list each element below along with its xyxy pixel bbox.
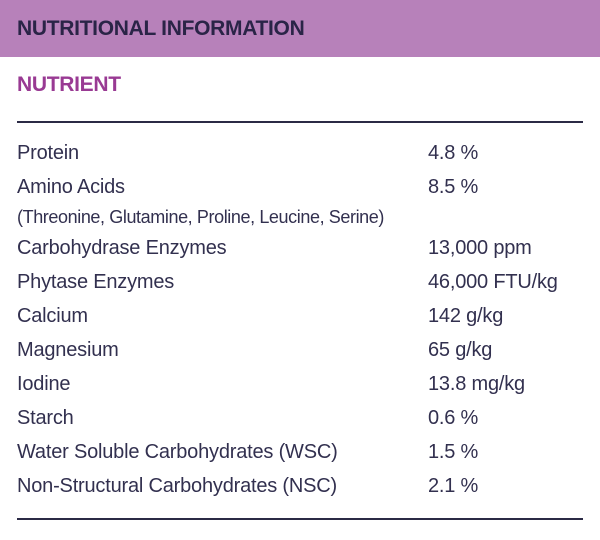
nutrient-value: 13.8 mg/kg [428,372,525,395]
table-row: Phytase Enzymes 46,000 FTU/kg [17,265,583,299]
table-row: Water Soluble Carbohydrates (WSC) 1.5 % [17,435,583,469]
nutrient-sublabel: (Threonine, Glutamine, Proline, Leucine,… [17,206,385,227]
table-row: Starch 0.6 % [17,401,583,435]
nutrient-label: Calcium [17,304,88,327]
nutrient-label: Iodine [17,372,71,395]
panel-header-bar: NUTRITIONAL INFORMATION [0,0,600,57]
panel-title: NUTRITIONAL INFORMATION [17,16,305,40]
table-row: Iodine 13.8 mg/kg [17,367,583,401]
divider-bottom [17,517,583,520]
nutrient-value: 65 g/kg [428,338,493,361]
nutrient-value: 4.8 % [428,141,479,164]
nutrient-value: 142 g/kg [428,304,504,327]
nutrient-label: Starch [17,406,74,429]
nutrient-label: Protein [17,141,79,164]
panel-content: NUTRIENT Protein 4.8 % Amino Acids (Thre… [0,73,600,520]
nutrient-table: Protein 4.8 % Amino Acids (Threonine, Gl… [17,136,583,503]
nutrient-value: 8.5 % [428,175,479,198]
nutrient-value: 0.6 % [428,406,479,429]
nutrient-label: Magnesium [17,338,119,361]
nutrient-value: 13,000 ppm [428,236,532,259]
nutrient-label: Non-Structural Carbohydrates (NSC) [17,474,337,497]
nutrient-value: 46,000 FTU/kg [428,270,558,293]
table-row: Calcium 142 g/kg [17,299,583,333]
nutrient-label: Water Soluble Carbohydrates (WSC) [17,440,338,463]
table-row: Magnesium 65 g/kg [17,333,583,367]
table-row: Amino Acids (Threonine, Glutamine, Proli… [17,170,583,231]
nutrient-value: 2.1 % [428,474,479,497]
nutrient-label: Amino Acids [17,175,125,198]
nutrient-value: 1.5 % [428,440,479,463]
table-row: Protein 4.8 % [17,136,583,170]
table-row: Carbohydrase Enzymes 13,000 ppm [17,231,583,265]
divider-top [17,121,583,123]
nutrient-label: Carbohydrase Enzymes [17,236,227,259]
nutrient-label: Phytase Enzymes [17,270,175,293]
table-row: Non-Structural Carbohydrates (NSC) 2.1 % [17,469,583,503]
column-header-nutrient: NUTRIENT [17,73,121,96]
